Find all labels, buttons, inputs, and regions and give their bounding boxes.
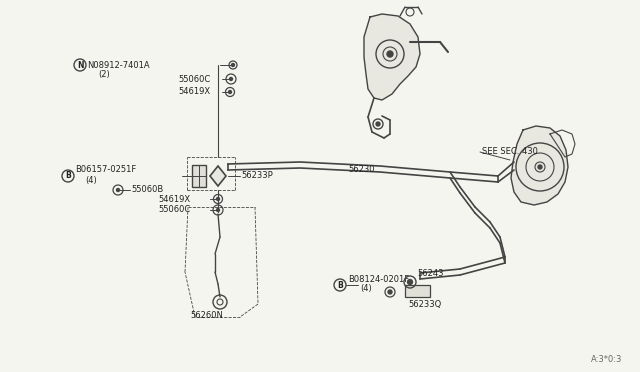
Circle shape <box>387 51 393 57</box>
Text: SEE SEC. 430: SEE SEC. 430 <box>482 148 538 157</box>
Text: A:3*0:3: A:3*0:3 <box>591 355 622 364</box>
Polygon shape <box>364 14 420 100</box>
Text: B06157-0251F: B06157-0251F <box>75 166 136 174</box>
Circle shape <box>216 198 220 201</box>
Circle shape <box>230 77 232 80</box>
Text: N: N <box>77 61 83 70</box>
Text: 55060C: 55060C <box>178 74 211 83</box>
Text: (4): (4) <box>85 176 97 185</box>
Circle shape <box>388 290 392 294</box>
Text: 55060C: 55060C <box>158 205 190 215</box>
Text: N08912-7401A: N08912-7401A <box>87 61 150 70</box>
Circle shape <box>116 189 120 192</box>
Text: 55060B: 55060B <box>131 186 163 195</box>
Text: 56230: 56230 <box>348 166 374 174</box>
Circle shape <box>408 279 413 285</box>
Text: B08124-0201F: B08124-0201F <box>348 275 409 283</box>
Text: (4): (4) <box>360 285 372 294</box>
Text: 56243: 56243 <box>417 269 444 279</box>
Text: (2): (2) <box>98 71 109 80</box>
Text: B: B <box>337 280 343 289</box>
Text: 56260N: 56260N <box>191 311 223 320</box>
Polygon shape <box>210 166 226 186</box>
Text: 54619X: 54619X <box>158 195 190 203</box>
FancyBboxPatch shape <box>192 165 206 187</box>
Text: 54619X: 54619X <box>178 87 210 96</box>
Circle shape <box>216 208 220 212</box>
Circle shape <box>538 165 542 169</box>
Text: 56233Q: 56233Q <box>408 299 441 308</box>
Circle shape <box>376 122 380 126</box>
Polygon shape <box>511 126 568 205</box>
Circle shape <box>232 64 234 67</box>
Circle shape <box>228 90 232 93</box>
Text: B: B <box>65 171 71 180</box>
FancyBboxPatch shape <box>405 285 430 297</box>
Text: 56233P: 56233P <box>241 171 273 180</box>
